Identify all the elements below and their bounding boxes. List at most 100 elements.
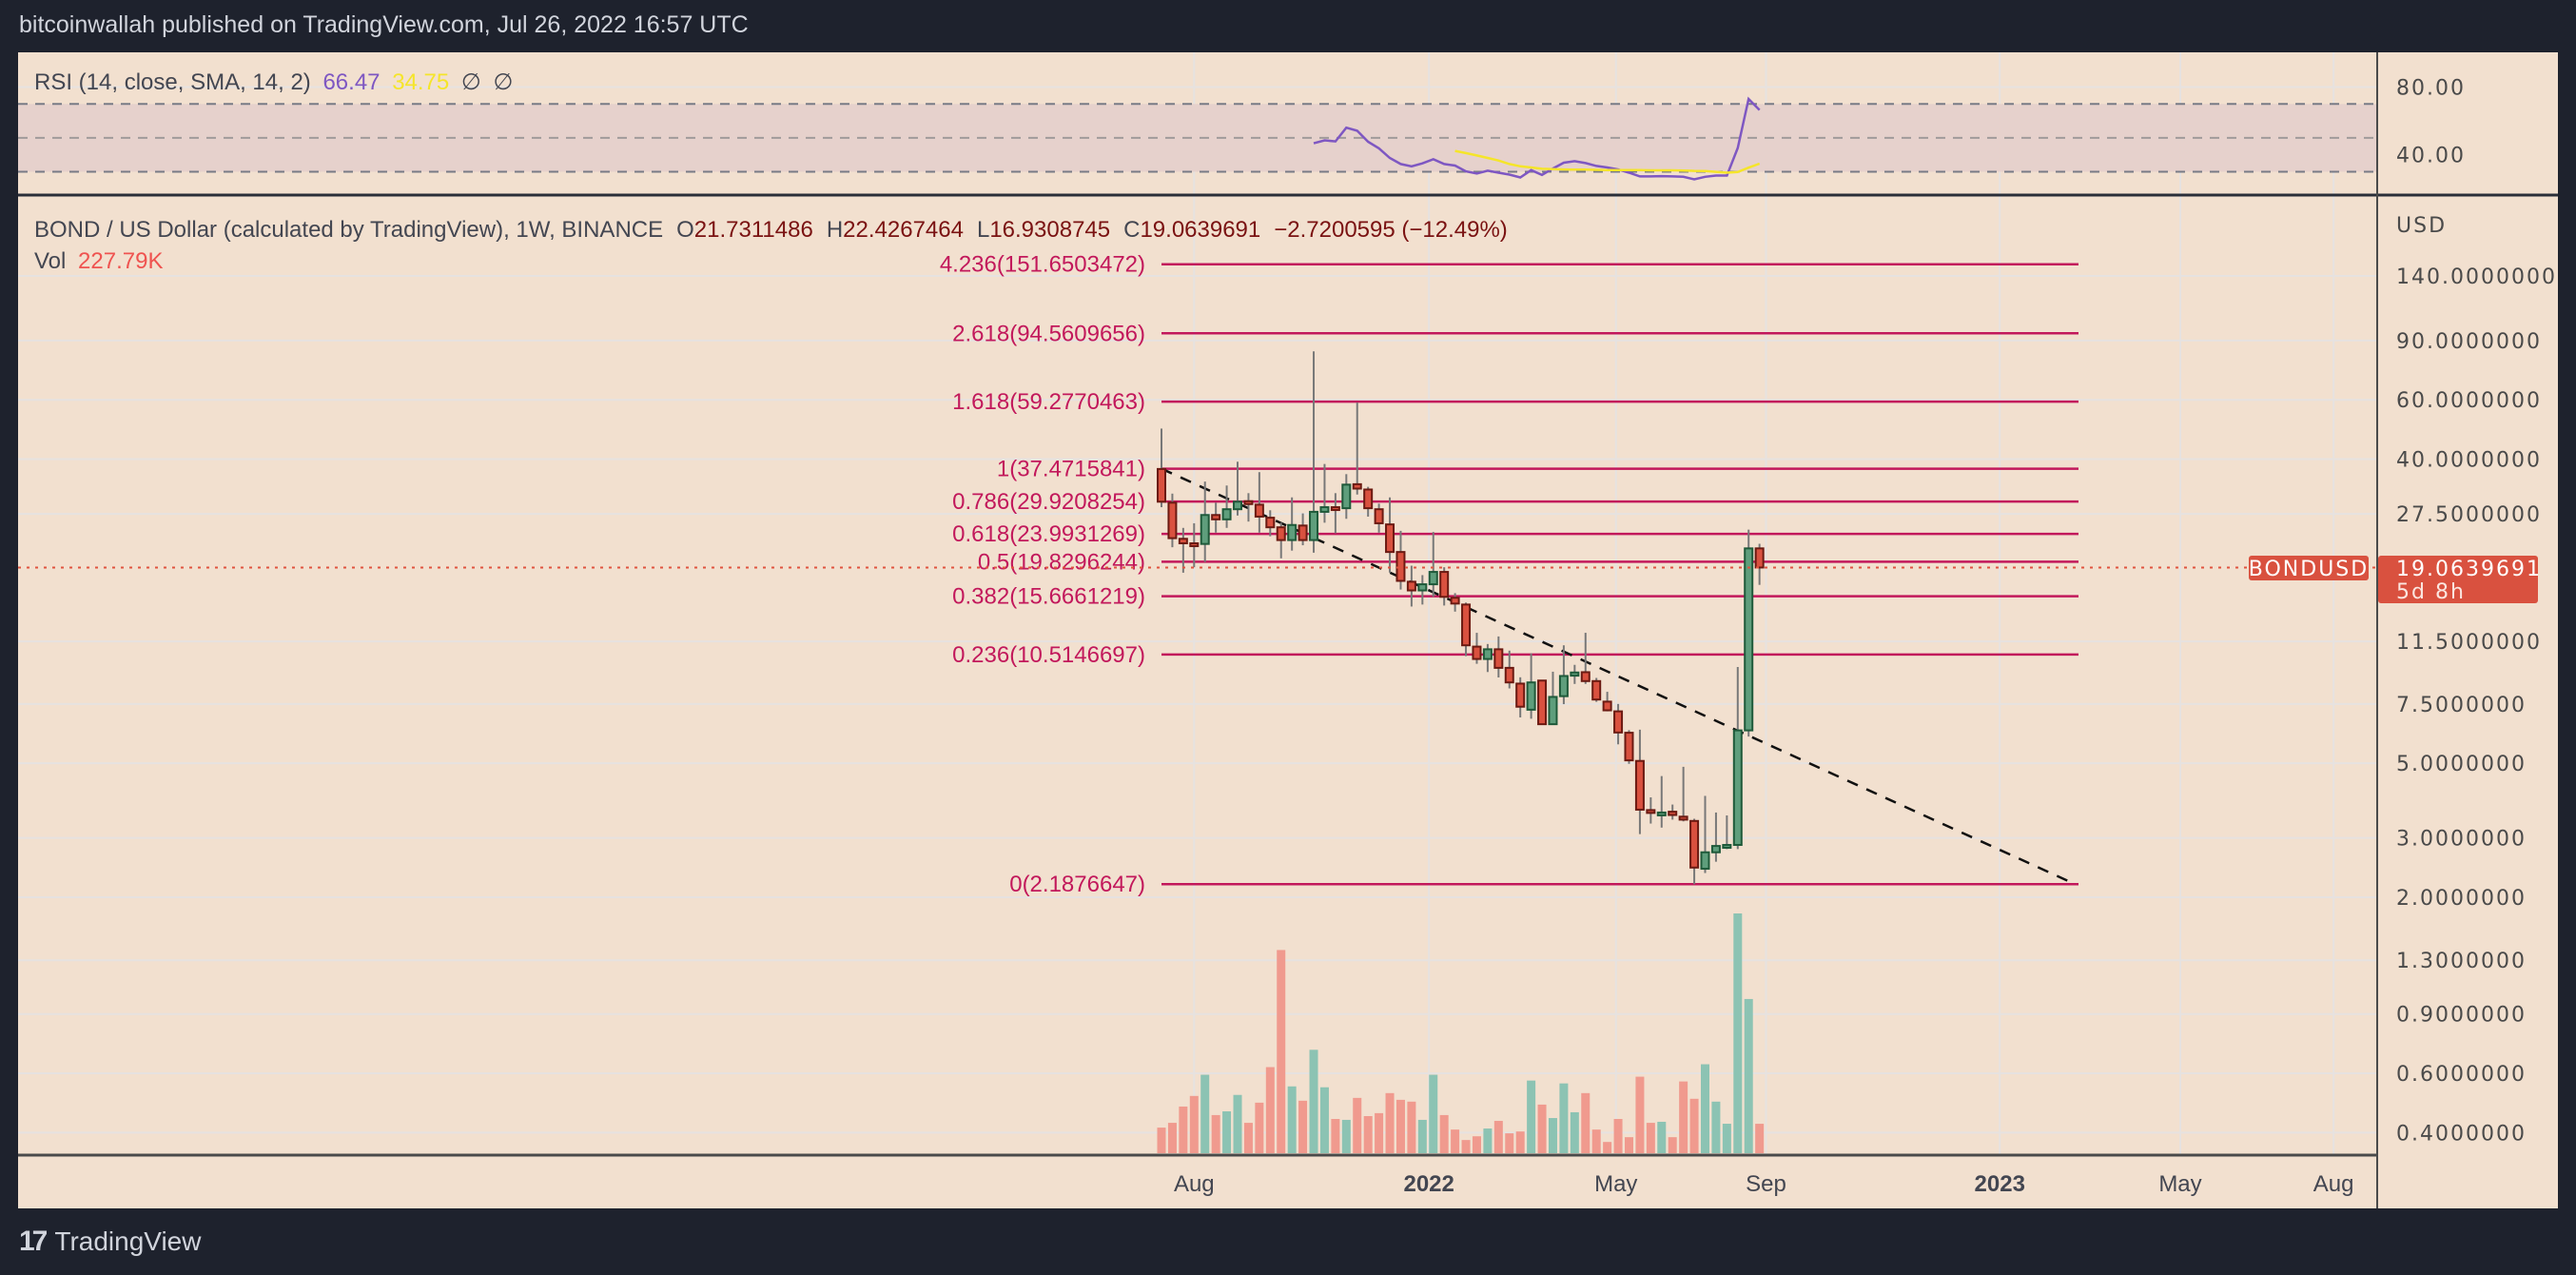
volume-bar bbox=[1395, 1099, 1405, 1153]
candle bbox=[1744, 529, 1754, 737]
candle bbox=[1287, 497, 1298, 551]
candle-body-down bbox=[1439, 571, 1450, 598]
candle bbox=[1613, 703, 1624, 745]
rsi-axis[interactable]: 80.00 40.00 bbox=[2396, 77, 2466, 168]
volume-bar bbox=[1559, 1083, 1569, 1153]
candle-body-down bbox=[1157, 467, 1166, 503]
symbol-legend[interactable]: BOND / US Dollar (calculated by TradingV… bbox=[34, 217, 1521, 244]
candle-body-up bbox=[1722, 844, 1732, 850]
last-price-tag: BONDUSD 19.0639691 5d 8h bbox=[2249, 556, 2540, 604]
volume-bar bbox=[1570, 1111, 1579, 1153]
volume-bar bbox=[1439, 1114, 1449, 1153]
candle-body-down bbox=[1363, 488, 1374, 510]
rsi-line bbox=[1313, 96, 1761, 181]
candle-body-up bbox=[1732, 729, 1743, 847]
volume-bar bbox=[1624, 1137, 1633, 1153]
candle bbox=[1722, 814, 1732, 850]
price-tick-label: 90.0000000 bbox=[2396, 330, 2542, 354]
rsi-value: 66.47 bbox=[322, 69, 381, 95]
candle-body-up bbox=[1548, 696, 1558, 726]
price-tick-label: 140.0000000 bbox=[2396, 265, 2557, 289]
volume-bar bbox=[1189, 1095, 1199, 1153]
rsi-legend[interactable]: RSI (14, close, SMA, 14, 2) 66.47 34.75 … bbox=[34, 69, 518, 96]
candle bbox=[1754, 543, 1765, 585]
candle-body-up bbox=[1558, 675, 1569, 697]
volume-bar bbox=[1548, 1118, 1557, 1153]
candle bbox=[1428, 532, 1438, 598]
price-axis[interactable]: 140.0000000 90.0000000 60.0000000 40.000000… bbox=[2396, 265, 2557, 1146]
rsi-extra1: ∅ bbox=[460, 69, 481, 95]
volume-bar bbox=[1243, 1123, 1253, 1153]
symbol-title: BOND / US Dollar (calculated by TradingV… bbox=[34, 217, 664, 243]
candles bbox=[1157, 351, 1765, 885]
candle bbox=[1482, 643, 1493, 673]
candle bbox=[1385, 497, 1395, 573]
candle bbox=[1189, 522, 1200, 568]
symbol-tag-bg bbox=[2249, 556, 2369, 580]
candle-body-down bbox=[1646, 809, 1656, 814]
volume-value: 227.79K bbox=[78, 248, 164, 274]
candle-body-up bbox=[1656, 811, 1667, 816]
time-tick-label: May bbox=[1594, 1171, 1637, 1197]
rsi-band bbox=[18, 104, 2377, 172]
fib-retracement[interactable]: 4.236(151.6503472) 2.618(94.5609656) 1.618… bbox=[940, 252, 2078, 897]
candle bbox=[1417, 575, 1428, 605]
rsi-extra2: ∅ bbox=[493, 69, 514, 95]
candle-body-up bbox=[1526, 681, 1536, 711]
candle-body-down bbox=[1461, 603, 1472, 647]
close-value: 19.0639691 bbox=[1140, 217, 1261, 243]
candle-body-down bbox=[1178, 538, 1188, 544]
candle-body-down bbox=[1450, 597, 1460, 605]
candle bbox=[1700, 795, 1710, 873]
publish-info: bitcoinwallah published on TradingView.c… bbox=[19, 11, 749, 38]
symbol-tag: BONDUSD bbox=[2249, 558, 2369, 581]
candle bbox=[1634, 729, 1645, 834]
volume-bar bbox=[1755, 1124, 1765, 1153]
fib-label: 0.236(10.5146697) bbox=[952, 642, 1145, 668]
volume-bar bbox=[1472, 1136, 1481, 1153]
volume-bar bbox=[1265, 1067, 1275, 1153]
volume-bar bbox=[1341, 1119, 1351, 1153]
volume-bar bbox=[1711, 1101, 1721, 1153]
candle bbox=[1178, 527, 1188, 573]
volume-legend[interactable]: Vol 227.79K bbox=[34, 248, 168, 275]
candle-body-up bbox=[1710, 845, 1721, 853]
fib-label: 0.618(23.9931269) bbox=[952, 521, 1145, 547]
volume-bar bbox=[1515, 1131, 1525, 1153]
volume-bar bbox=[1744, 998, 1753, 1153]
candle bbox=[1689, 818, 1700, 885]
candle bbox=[1319, 463, 1330, 523]
volume-bar bbox=[1331, 1119, 1340, 1153]
volume-bar bbox=[1613, 1119, 1623, 1153]
rsi-sma-line bbox=[1454, 149, 1761, 174]
fib-label: 0.382(15.6661219) bbox=[952, 584, 1145, 610]
volume-bar bbox=[1385, 1092, 1395, 1153]
volume-bar bbox=[1527, 1080, 1536, 1153]
candle-body-up bbox=[1482, 648, 1493, 660]
tradingview-logo-icon: 17 bbox=[19, 1226, 48, 1257]
candle bbox=[1732, 666, 1743, 850]
volume-bar bbox=[1493, 1121, 1503, 1153]
time-tick-label: Aug bbox=[2313, 1171, 2354, 1197]
low-value: 16.9308745 bbox=[989, 217, 1111, 243]
time-axis[interactable]: Aug 2022 May Sep 2023 May Aug bbox=[1174, 1171, 2354, 1197]
volume-bar bbox=[1733, 913, 1743, 1153]
candle bbox=[1591, 677, 1602, 702]
candle bbox=[1276, 522, 1286, 559]
volume-bar bbox=[1211, 1114, 1220, 1153]
candle bbox=[1570, 664, 1580, 684]
candle-body-up bbox=[1428, 571, 1438, 586]
tradingview-footer[interactable]: 17 TradingView bbox=[19, 1226, 201, 1258]
volume-bar bbox=[1505, 1133, 1514, 1153]
candle bbox=[1537, 679, 1548, 726]
candle bbox=[1157, 428, 1166, 508]
volume-bar bbox=[1255, 1102, 1264, 1153]
volume-bar bbox=[1679, 1081, 1688, 1153]
candle bbox=[1493, 636, 1504, 677]
candle-body-up bbox=[1200, 514, 1210, 545]
candle bbox=[1221, 485, 1232, 528]
candle-body-down bbox=[1624, 732, 1634, 762]
volume-bar bbox=[1363, 1116, 1373, 1153]
candle bbox=[1526, 653, 1536, 719]
